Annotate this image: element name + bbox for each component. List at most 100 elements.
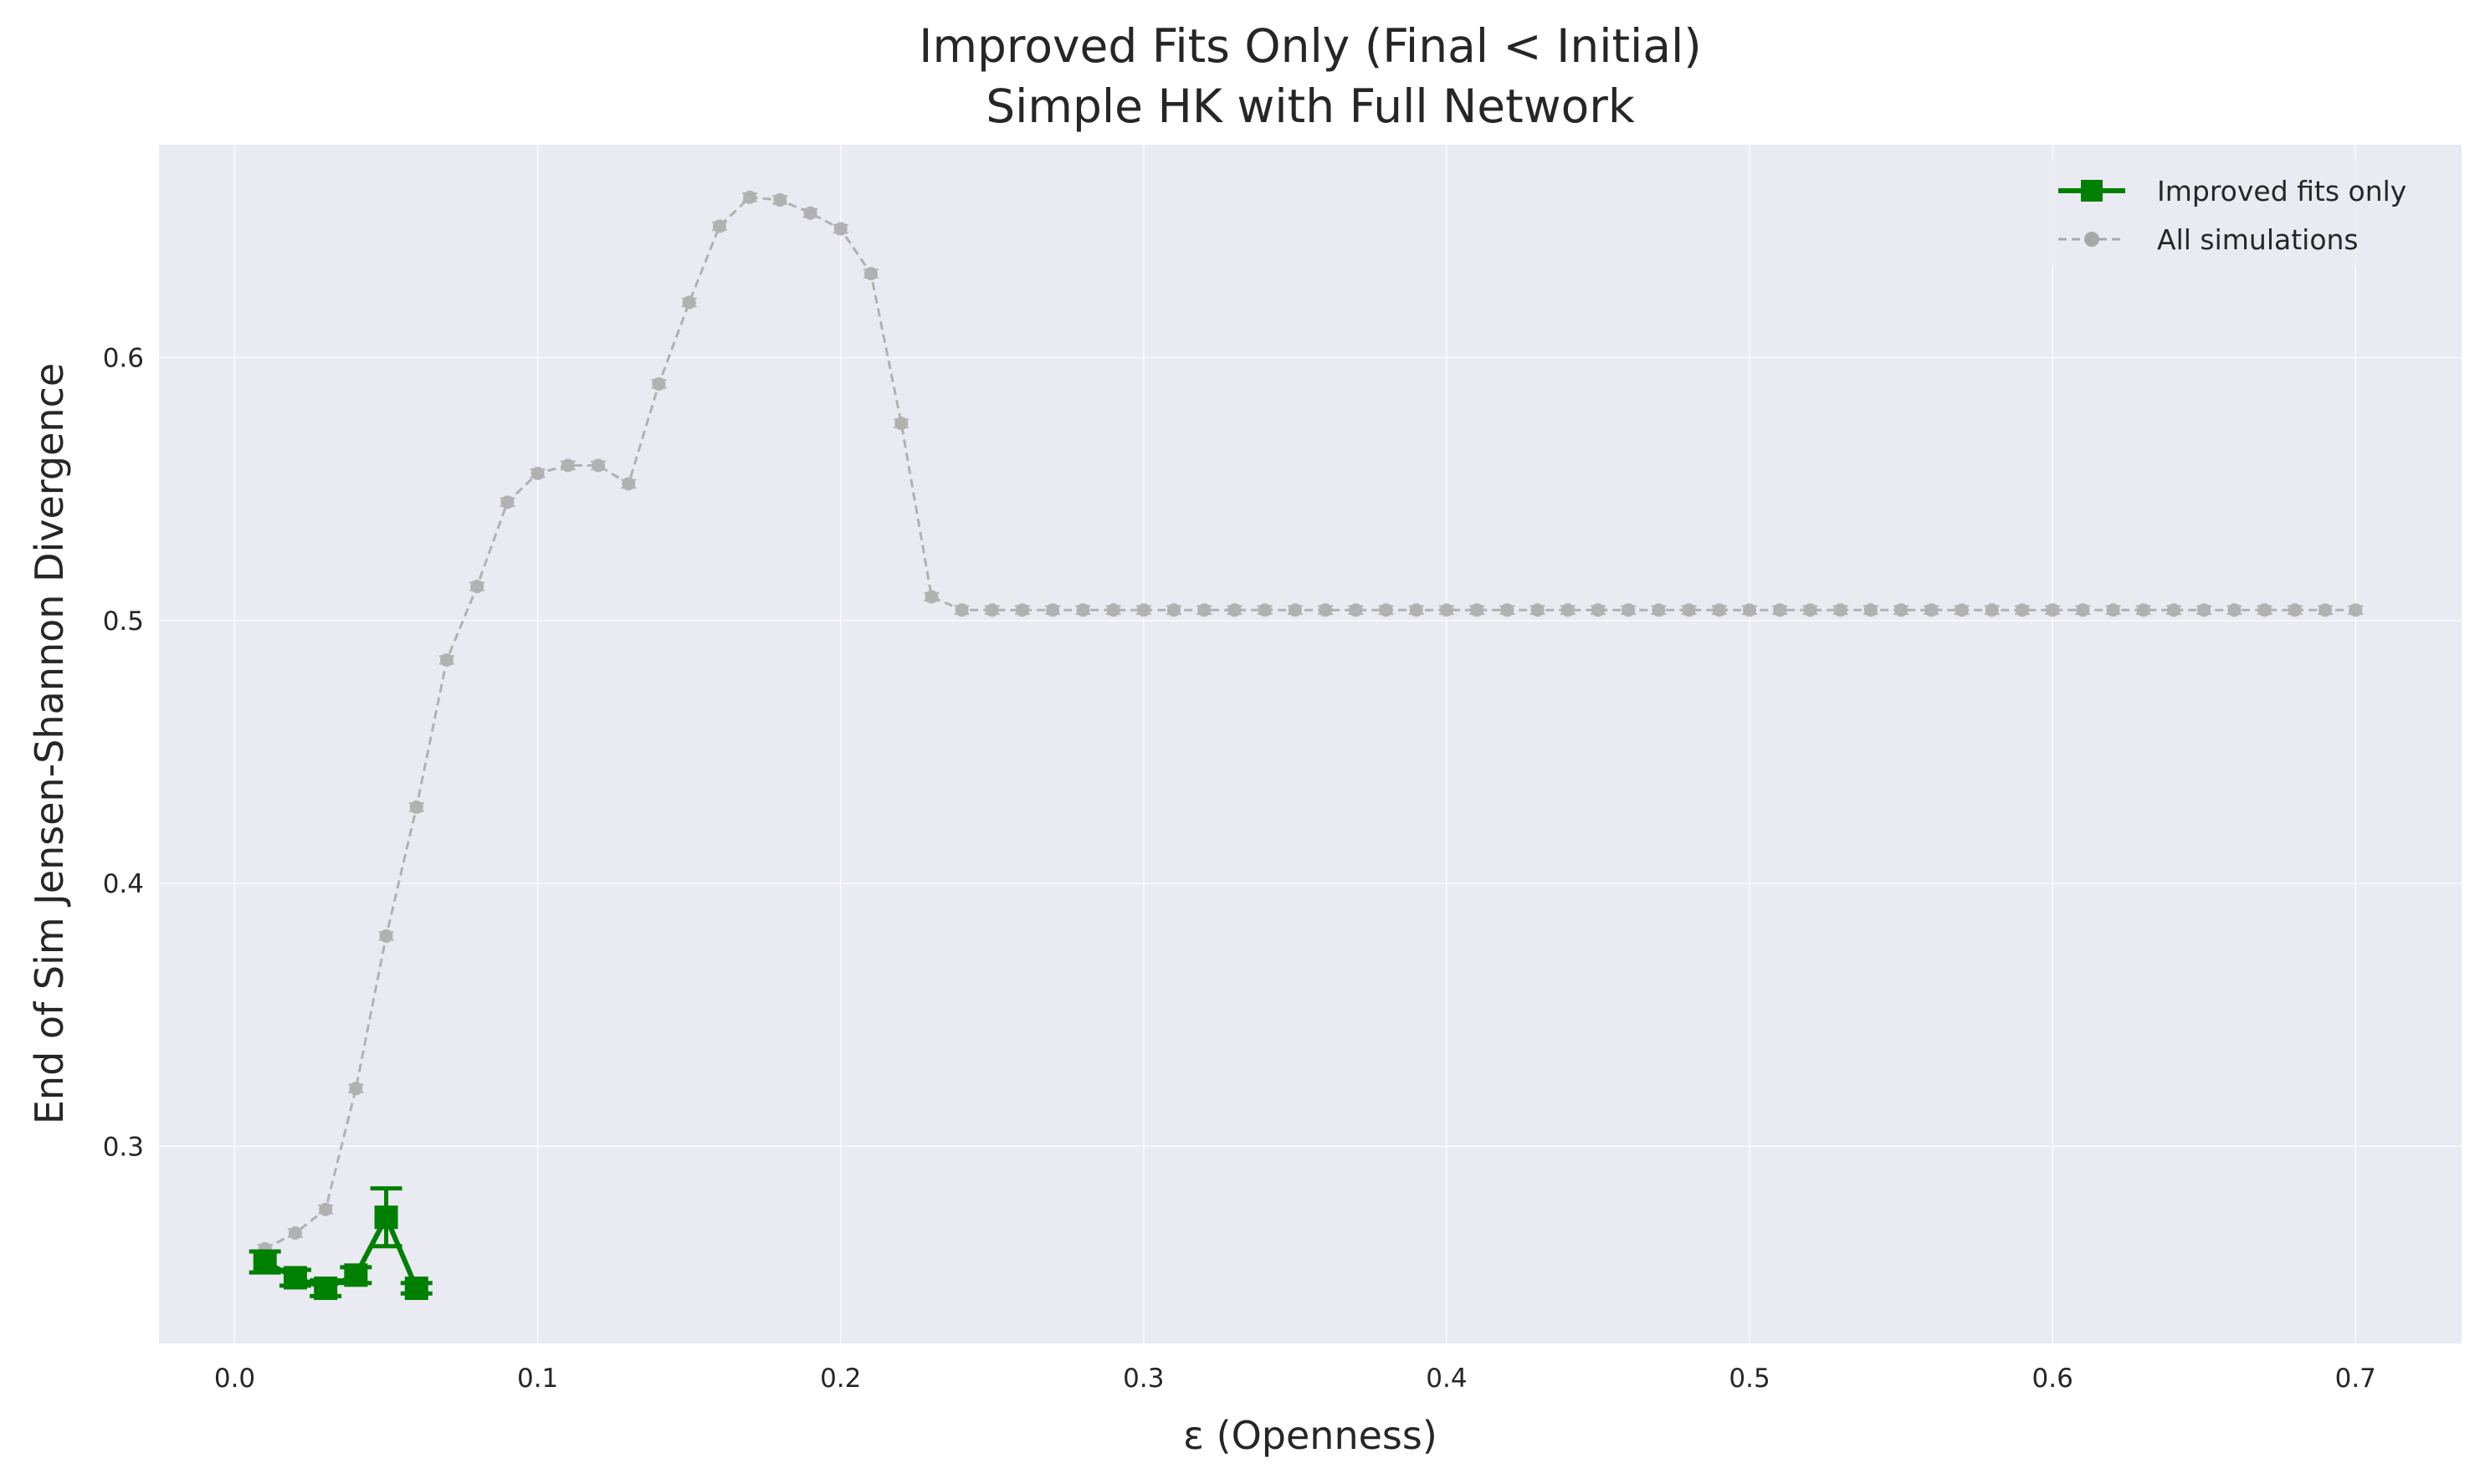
data-point-improved <box>283 1266 307 1290</box>
data-point-all <box>1894 603 1909 617</box>
data-point-all <box>409 800 423 814</box>
data-point-all <box>682 295 696 310</box>
x-tick-label: 0.2 <box>820 1364 861 1394</box>
x-axis-label: ε (Openness) <box>1183 1413 1437 1458</box>
data-point-all <box>803 206 817 220</box>
data-point-all <box>1985 603 1999 617</box>
data-point-all <box>925 590 939 604</box>
data-point-all <box>2197 603 2211 617</box>
data-point-all <box>1379 603 1393 617</box>
data-point-all <box>1167 603 1181 617</box>
data-point-all <box>1924 603 1939 617</box>
data-point-all <box>1076 603 1090 617</box>
data-point-all <box>652 376 666 391</box>
data-point-improved <box>314 1277 338 1301</box>
data-point-all <box>622 477 636 491</box>
data-point-all <box>1016 603 1029 617</box>
data-point-all <box>1349 603 1363 617</box>
data-point-all <box>1046 603 1060 617</box>
data-point-all <box>1682 603 1696 617</box>
legend-background <box>2042 159 2443 266</box>
data-point-all <box>2015 603 2029 617</box>
data-point-all <box>1288 603 1302 617</box>
y-tick-label: 0.3 <box>103 1132 144 1162</box>
legend: Improved fits only All simulations <box>2042 159 2443 266</box>
y-tick-label: 0.5 <box>103 606 144 637</box>
data-point-all <box>2106 603 2120 617</box>
data-point-all <box>1439 603 1453 617</box>
data-point-all <box>530 466 545 480</box>
data-point-all <box>379 929 393 943</box>
data-point-improved <box>404 1277 428 1301</box>
data-point-all <box>1227 603 1242 617</box>
data-point-improved <box>253 1250 277 1274</box>
data-point-all <box>349 1082 363 1096</box>
data-point-all <box>1197 603 1212 617</box>
data-point-all <box>1591 603 1605 617</box>
data-point-all <box>1622 603 1636 617</box>
plot-area <box>159 145 2462 1343</box>
data-point-all <box>470 579 484 593</box>
data-point-all <box>2167 603 2180 617</box>
series-all-simulations <box>257 190 2364 1256</box>
data-point-all <box>1743 603 1757 617</box>
data-point-all <box>592 458 606 473</box>
data-point-all <box>2046 603 2060 617</box>
data-point-all <box>1803 603 1817 617</box>
chart-title: Improved Fits Only (Final < Initial) <box>919 19 1702 73</box>
data-point-improved <box>344 1263 368 1287</box>
x-tick-label: 0.4 <box>1426 1364 1467 1394</box>
data-point-all <box>1863 603 1878 617</box>
data-point-all <box>1319 603 1333 617</box>
data-point-all <box>2076 603 2090 617</box>
data-point-all <box>1470 603 1484 617</box>
data-point-all <box>712 219 726 233</box>
data-point-all <box>2257 603 2272 617</box>
data-point-all <box>1773 603 1787 617</box>
y-tick-label: 0.6 <box>103 344 144 374</box>
data-point-all <box>955 603 969 617</box>
data-point-all <box>440 652 453 667</box>
data-point-all <box>1106 603 1120 617</box>
data-point-all <box>2318 603 2333 617</box>
data-point-all <box>288 1226 302 1241</box>
data-point-improved <box>374 1205 398 1230</box>
data-point-all <box>1530 603 1545 617</box>
data-point-all <box>773 192 787 207</box>
data-point-all <box>1955 603 1969 617</box>
data-point-all <box>1833 603 1847 617</box>
data-point-all <box>833 222 848 236</box>
y-axis-ticks: 0.3 0.4 0.5 0.6 <box>103 344 144 1163</box>
data-point-all <box>985 603 999 617</box>
legend-label-all: All simulations <box>2157 223 2359 256</box>
x-tick-label: 0.0 <box>214 1364 255 1394</box>
data-point-all <box>1712 603 1726 617</box>
data-point-all <box>894 417 909 431</box>
data-point-all <box>1652 603 1666 617</box>
chart-subtitle: Simple HK with Full Network <box>986 79 1635 133</box>
x-tick-label: 0.1 <box>517 1364 558 1394</box>
data-point-all <box>500 495 515 509</box>
data-point-all <box>1500 603 1514 617</box>
x-tick-label: 0.6 <box>2032 1364 2073 1394</box>
legend-marker-improved <box>2081 180 2103 202</box>
grid <box>159 145 2462 1343</box>
data-point-all <box>743 190 757 204</box>
data-point-all <box>1136 603 1150 617</box>
legend-label-improved: Improved fits only <box>2157 175 2406 207</box>
x-axis-ticks: 0.0 0.1 0.2 0.3 0.4 0.5 0.6 0.7 <box>214 1364 2376 1394</box>
x-tick-label: 0.7 <box>2335 1364 2376 1394</box>
x-tick-label: 0.3 <box>1123 1364 1164 1394</box>
legend-marker-all <box>2084 232 2099 247</box>
data-point-all <box>2227 603 2242 617</box>
series-improved-fits <box>248 1186 433 1301</box>
data-point-all <box>1409 603 1423 617</box>
series-line-all <box>264 196 2356 1251</box>
data-point-all <box>561 458 575 473</box>
data-point-all <box>1560 603 1575 617</box>
x-tick-label: 0.5 <box>1729 1364 1770 1394</box>
data-point-all <box>863 266 878 280</box>
data-point-all <box>319 1202 333 1216</box>
data-point-all <box>2349 603 2363 617</box>
